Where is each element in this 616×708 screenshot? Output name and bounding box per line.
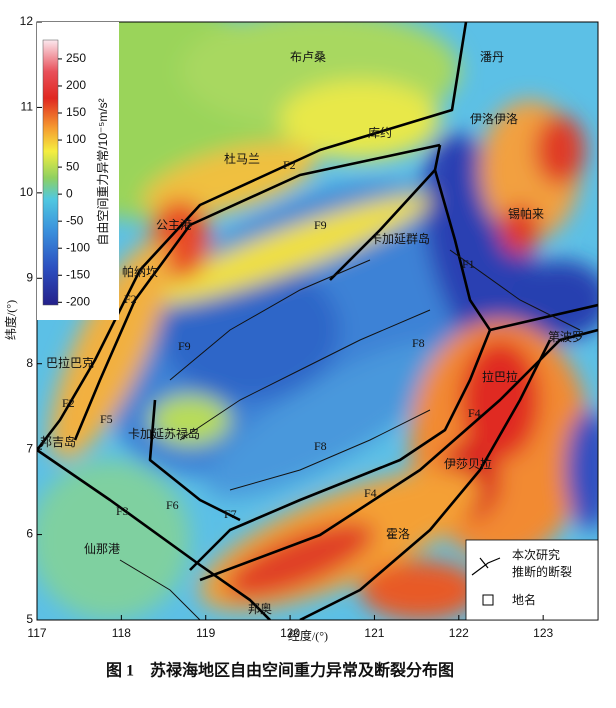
legend-place-symbol [482, 594, 494, 606]
y-tick-label: 7 [26, 441, 33, 455]
y-tick-label: 10 [20, 185, 34, 199]
x-tick-label: 121 [364, 626, 384, 640]
legend-text: 地名 [512, 592, 536, 607]
x-axis-label: 经度/(°) [288, 628, 328, 643]
colorbar-tick-label: -200 [66, 294, 90, 308]
place-name: 布卢桑 [290, 49, 326, 64]
legend-box [465, 539, 599, 621]
caption-text: 苏禄海地区自由空间重力异常及断裂分布图 [150, 661, 454, 680]
colorbar-tick-label: 250 [66, 51, 86, 65]
fault-label: F8 [314, 439, 327, 453]
colorbar-tick-label: -100 [66, 240, 90, 254]
x-tick-label: 117 [27, 626, 46, 640]
colorbar [42, 39, 59, 306]
y-tick-label: 12 [20, 14, 34, 28]
place-name: 邦吉岛 [40, 434, 76, 449]
fault-label: F4 [364, 486, 377, 500]
place-name: 霍洛 [386, 526, 410, 541]
fault-label: F3 [116, 504, 129, 518]
y-tick-label: 8 [26, 356, 33, 370]
fault-label: F8 [412, 336, 425, 350]
fault-label: F2 [283, 158, 296, 172]
map-frame [36, 21, 599, 621]
place-name: 锡帕来 [508, 206, 544, 221]
colorbar-tick-label: -50 [66, 213, 84, 227]
caption-number: 图 1 [106, 662, 134, 680]
colorbar-tick-label: 200 [66, 78, 86, 92]
colorbar-tick-label: 100 [66, 132, 86, 146]
legend-fault-symbol [479, 557, 489, 569]
place-name: 卡加延群岛 [370, 231, 430, 246]
fault-label: F2 [124, 292, 137, 306]
place-name: 拉巴拉 [482, 369, 518, 384]
place-name: 库约 [368, 125, 392, 140]
place-name: 杜马兰 [224, 151, 260, 166]
place-name: 巴拉巴克 [46, 355, 94, 370]
fault-labels: F2 F2 F2 F9 F1 F9 F8 F5 F4 F8 F6 F7 F3 F… [62, 158, 481, 521]
colorbar-tick-label: 0 [66, 186, 73, 200]
colorbar-tick-label: 150 [66, 105, 86, 119]
legend-fault-symbol [471, 557, 501, 576]
place-name: 伊洛伊洛 [470, 111, 518, 126]
place-name: 伊莎贝拉 [444, 456, 492, 471]
place-name: 第波罗 [548, 330, 584, 344]
x-tick-label: 120 [280, 626, 300, 640]
y-tick-label: 9 [26, 270, 33, 284]
colorbar-tick-label: -150 [66, 267, 90, 281]
fault-label: F2 [62, 396, 75, 410]
x-tick-label: 122 [449, 626, 469, 640]
legend-text: 推断的断裂 [512, 564, 572, 579]
place-name: 邦奥 [248, 602, 272, 616]
place-name: 帕纳坎 [122, 264, 158, 279]
fault-label: F1 [462, 257, 475, 271]
y-tick-label: 6 [26, 527, 33, 541]
x-tick-label: 123 [533, 626, 553, 640]
legend: 本次研究 推断的断裂 地名 [465, 539, 599, 621]
colorbar-tick-label: 50 [66, 159, 80, 173]
fault-label: F5 [100, 412, 113, 426]
x-tick-label: 119 [196, 626, 215, 640]
place-name: 卡加延苏禄岛 [128, 426, 200, 441]
places: 布卢桑 潘丹 伊洛伊洛 库约 杜马兰 锡帕来 公主港 卡加延群岛 帕纳坎 巴拉巴… [40, 49, 584, 616]
y-tick-label: 11 [21, 100, 34, 114]
fault-label: F9 [314, 218, 327, 232]
legend-text: 本次研究 [512, 547, 560, 562]
fault-label: F4 [468, 406, 481, 420]
place-name: 公主港 [156, 218, 192, 232]
gravity-field [37, 22, 598, 620]
place-name: 仙那港 [84, 542, 120, 556]
place-name: 潘丹 [480, 50, 504, 64]
y-tick-label: 5 [26, 612, 33, 626]
y-axis-label: 纬度/(°) [3, 300, 18, 340]
fault-label: F6 [166, 498, 179, 512]
fault-label: F7 [224, 507, 237, 521]
colorbar-label: 自由空间重力异常/10⁻⁵m/s² [96, 98, 110, 245]
x-tick-label: 118 [112, 626, 131, 640]
fault-label: F9 [178, 339, 191, 353]
